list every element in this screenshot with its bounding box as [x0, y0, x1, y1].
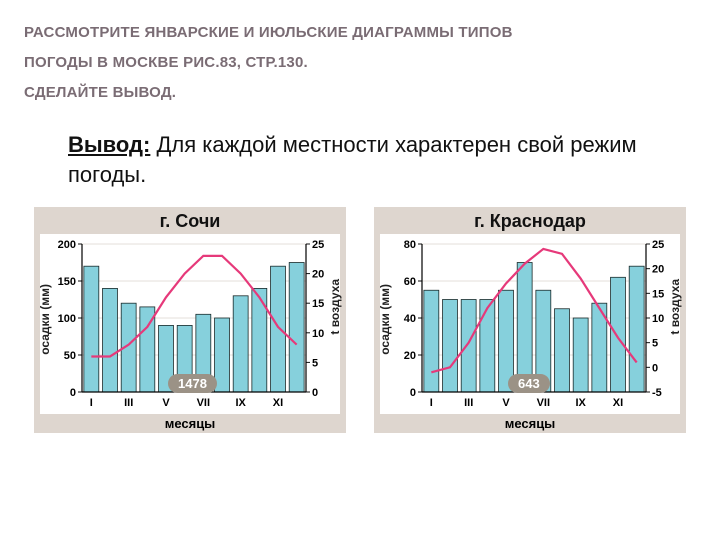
- chart-title: г. Сочи: [40, 211, 340, 232]
- svg-text:50: 50: [64, 350, 76, 362]
- svg-text:XI: XI: [273, 397, 283, 409]
- svg-text:25: 25: [652, 239, 664, 251]
- conclusion-block: Вывод: Для каждой местности характерен с…: [24, 130, 696, 189]
- svg-text:5: 5: [312, 358, 318, 370]
- svg-text:10: 10: [312, 328, 324, 340]
- svg-text:XI: XI: [613, 397, 623, 409]
- svg-text:0: 0: [312, 387, 318, 399]
- conclusion-text: Для каждой местности характерен свой реж…: [68, 132, 637, 187]
- chart-sochi: г. Сочи осадки (мм) t воздуха 0501001502…: [34, 207, 346, 433]
- svg-text:5: 5: [652, 338, 658, 350]
- charts-row: г. Сочи осадки (мм) t воздуха 0501001502…: [24, 207, 696, 433]
- svg-text:80: 80: [404, 239, 416, 251]
- svg-text:40: 40: [404, 313, 416, 325]
- svg-text:VII: VII: [537, 397, 550, 409]
- header-line-1: РАССМОТРИТЕ ЯНВАРСКИЕ И ИЮЛЬСКИЕ ДИАГРАМ…: [24, 18, 696, 48]
- chart-panel: осадки (мм) t воздуха 050100150200051015…: [40, 234, 340, 414]
- svg-text:IX: IX: [235, 397, 246, 409]
- svg-text:20: 20: [312, 269, 324, 281]
- svg-text:15: 15: [312, 299, 324, 311]
- svg-text:0: 0: [652, 363, 658, 375]
- svg-text:0: 0: [70, 387, 76, 399]
- svg-text:IX: IX: [575, 397, 586, 409]
- header-line-2: ПОГОДЫ В МОСКВЕ РИС.83, СТР.130.: [24, 48, 696, 78]
- header-line-3: СДЕЛАЙТЕ ВЫВОД.: [24, 78, 696, 108]
- annual-sum-badge: 643: [508, 374, 550, 393]
- chart-krasnodar: г. Краснодар осадки (мм) t воздуха 02040…: [374, 207, 686, 433]
- svg-text:V: V: [162, 397, 170, 409]
- svg-text:III: III: [464, 397, 473, 409]
- svg-text:20: 20: [404, 350, 416, 362]
- x-axis-label: месяцы: [380, 416, 680, 431]
- svg-text:I: I: [90, 397, 93, 409]
- task-header: РАССМОТРИТЕ ЯНВАРСКИЕ И ИЮЛЬСКИЕ ДИАГРАМ…: [24, 18, 696, 108]
- svg-text:0: 0: [410, 387, 416, 399]
- chart-title: г. Краснодар: [380, 211, 680, 232]
- x-axis-label: месяцы: [40, 416, 340, 431]
- svg-text:I: I: [430, 397, 433, 409]
- svg-text:25: 25: [312, 239, 324, 251]
- annual-sum-badge: 1478: [168, 374, 217, 393]
- svg-text:-5: -5: [652, 387, 662, 399]
- svg-text:150: 150: [58, 276, 76, 288]
- svg-text:15: 15: [652, 289, 664, 301]
- svg-text:III: III: [124, 397, 133, 409]
- svg-text:10: 10: [652, 313, 664, 325]
- svg-text:60: 60: [404, 276, 416, 288]
- svg-text:V: V: [502, 397, 510, 409]
- svg-text:VII: VII: [197, 397, 210, 409]
- svg-text:100: 100: [58, 313, 76, 325]
- conclusion-label: Вывод:: [68, 132, 150, 157]
- svg-text:20: 20: [652, 264, 664, 276]
- svg-text:200: 200: [58, 239, 76, 251]
- chart-panel: осадки (мм) t воздуха 020406080-50510152…: [380, 234, 680, 414]
